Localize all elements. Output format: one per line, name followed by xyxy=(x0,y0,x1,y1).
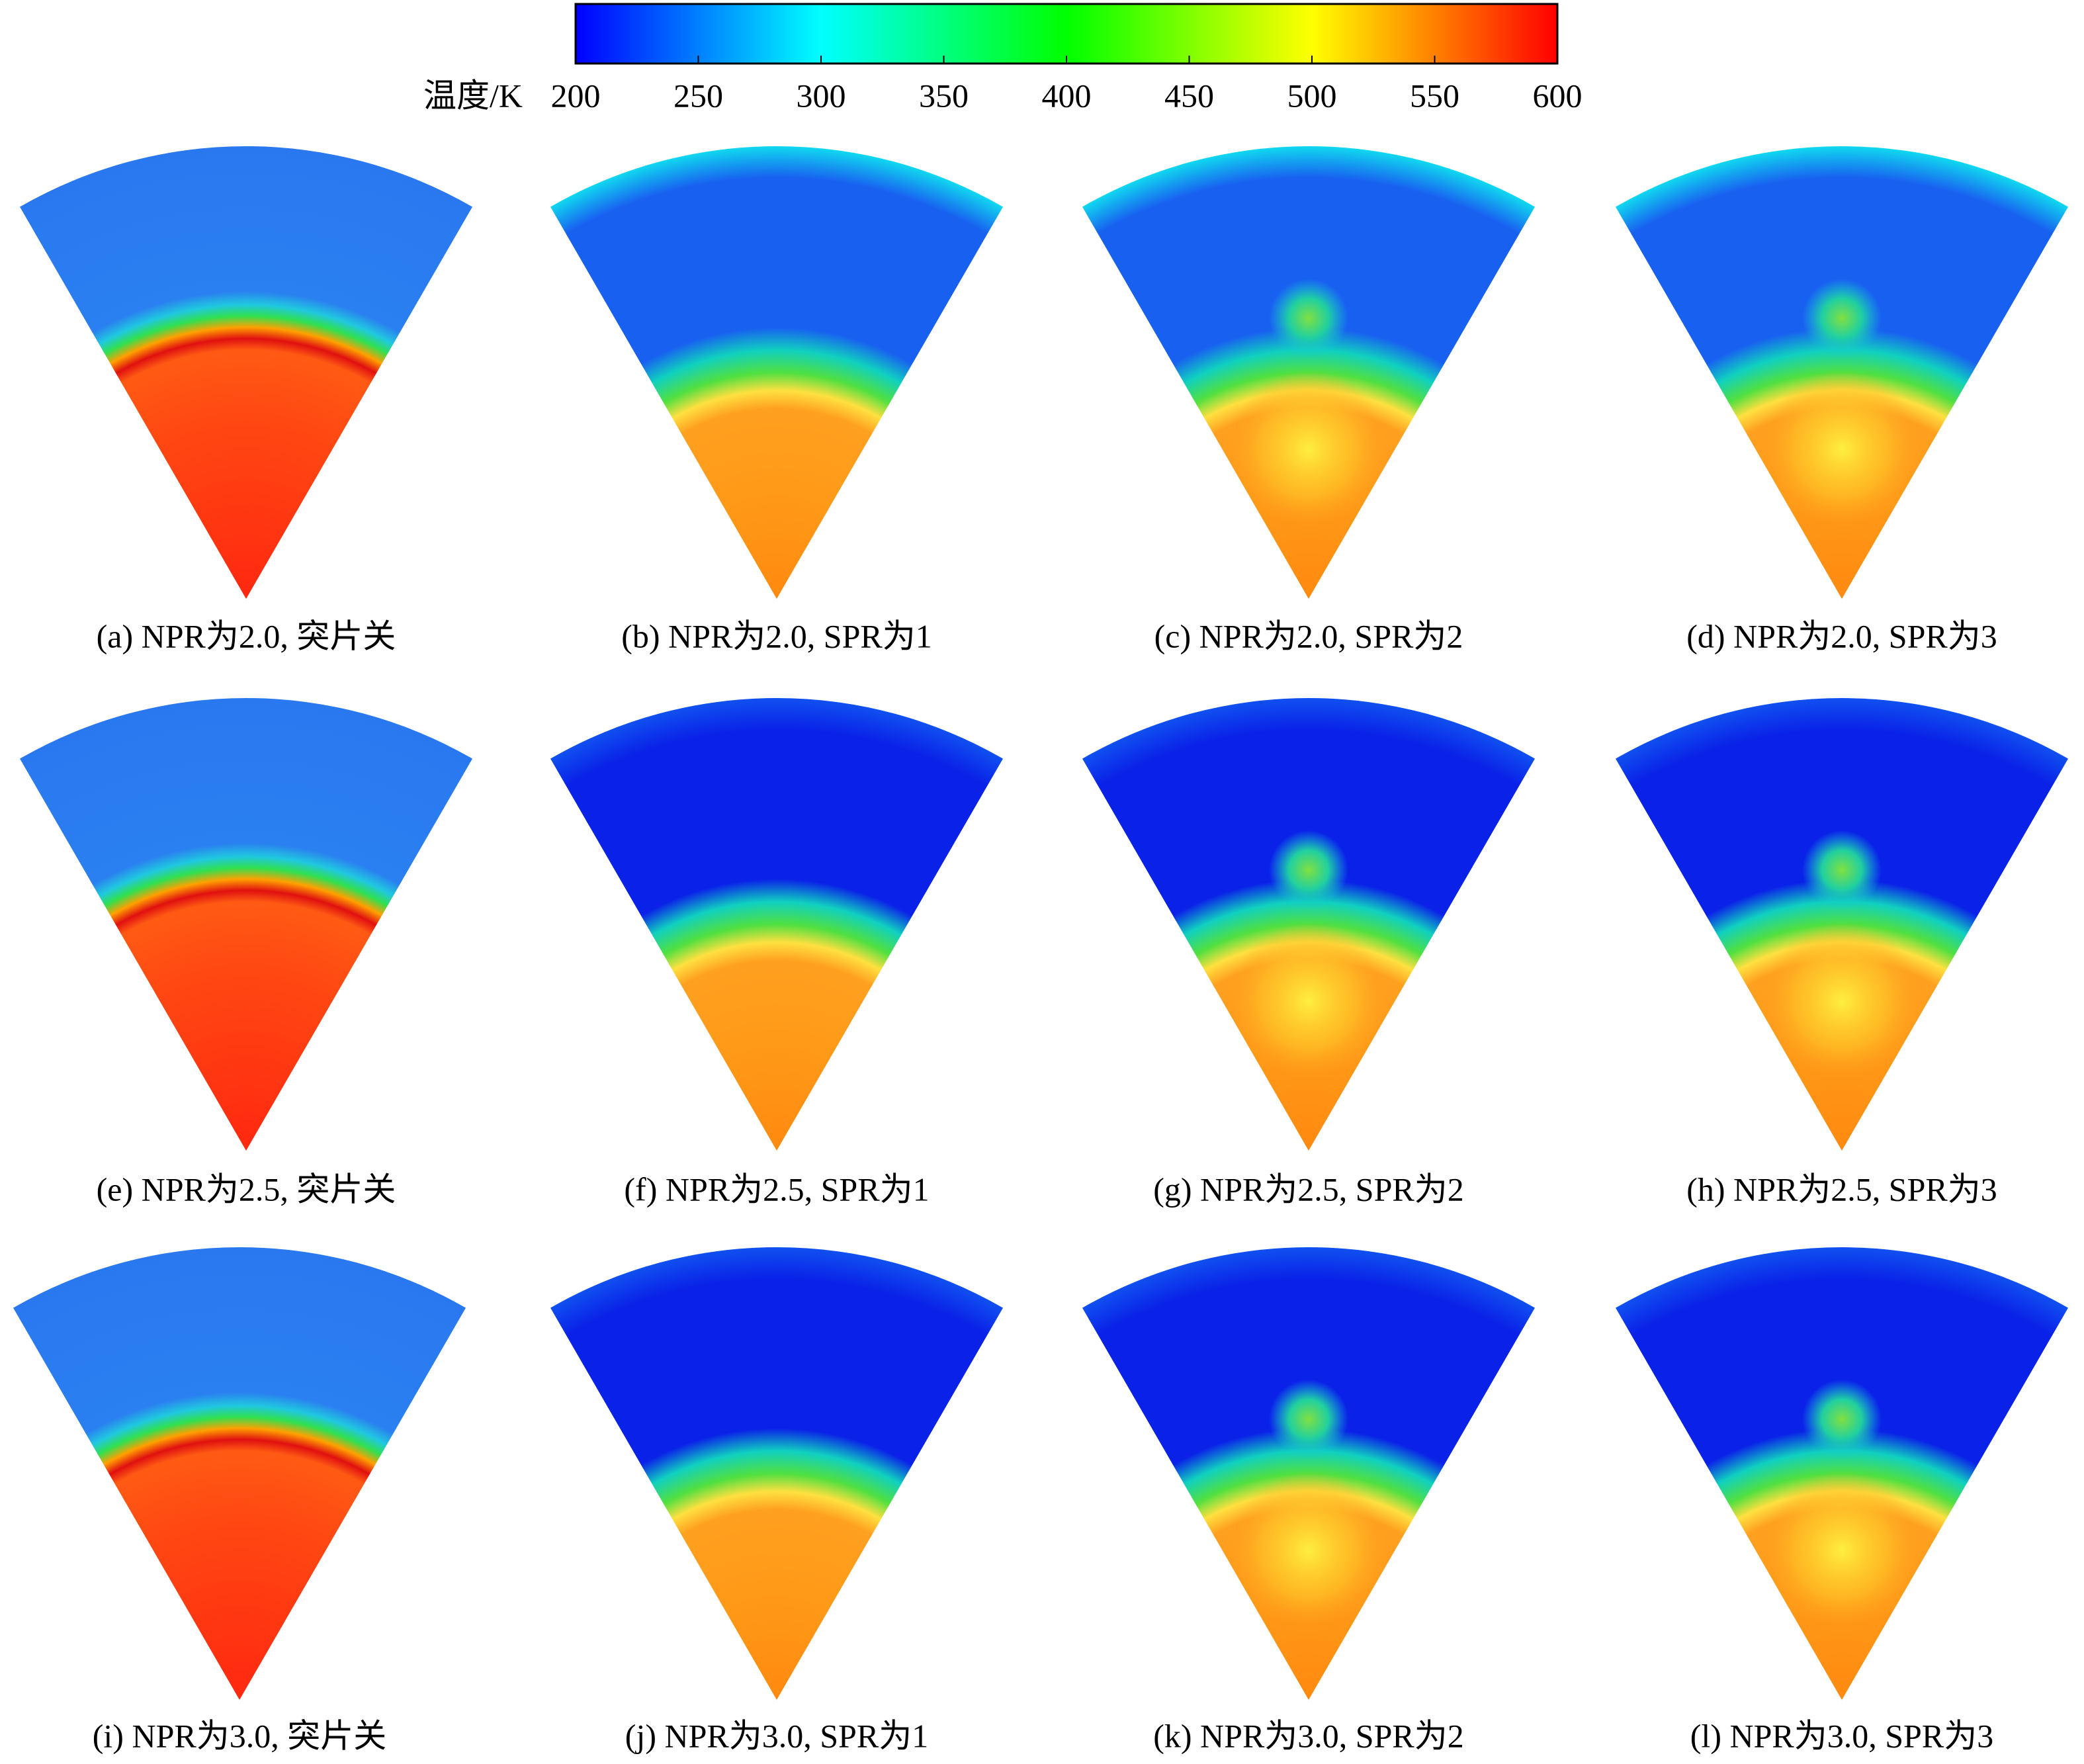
hot-core xyxy=(1229,370,1388,529)
panel-caption: (d) NPR为2.0, SPR为3 xyxy=(1686,617,1997,654)
bump xyxy=(1269,1379,1348,1459)
contour-feature xyxy=(1762,830,1921,1081)
bump xyxy=(1269,278,1348,358)
panel-caption: (k) NPR为3.0, SPR为2 xyxy=(1153,1717,1464,1754)
hot-core xyxy=(1229,922,1388,1081)
colorbar-tick-label: 600 xyxy=(1533,77,1583,114)
contour-field xyxy=(13,1247,466,1700)
hot-core xyxy=(1762,370,1921,529)
bump xyxy=(1802,278,1882,358)
bump xyxy=(1269,830,1348,910)
contour-feature xyxy=(1229,1379,1388,1630)
contour-panel xyxy=(550,146,1003,599)
contour-panel xyxy=(550,698,1003,1151)
contour-panel xyxy=(1616,697,2068,1151)
contour-panel xyxy=(1616,146,2068,599)
contour-feature xyxy=(1762,1379,1921,1630)
colorbar-tick-label: 250 xyxy=(673,77,723,114)
contour-field xyxy=(550,1247,1003,1700)
hot-core xyxy=(1229,1471,1388,1630)
panel-caption: (c) NPR为2.0, SPR为2 xyxy=(1154,617,1463,654)
hot-core xyxy=(1762,922,1921,1081)
contour-field xyxy=(20,698,472,1151)
colorbar-tick-label: 200 xyxy=(551,77,601,114)
contour-panel xyxy=(550,1247,1003,1700)
panel-caption: (g) NPR为2.5, SPR为2 xyxy=(1153,1170,1464,1208)
colorbar-tick-label: 500 xyxy=(1287,77,1337,114)
colorbar-tick-label: 450 xyxy=(1164,77,1214,114)
panel-caption: (h) NPR为2.5, SPR为3 xyxy=(1686,1170,1997,1208)
colorbar-tick-label: 300 xyxy=(797,77,846,114)
contour-panel xyxy=(20,146,472,599)
contour-panel xyxy=(1616,1247,2068,1700)
contour-panel xyxy=(1082,1247,1535,1700)
panel-caption: (f) NPR为2.5, SPR为1 xyxy=(624,1170,929,1208)
contour-field xyxy=(550,698,1003,1151)
panel-caption: (a) NPR为2.0, 突片关 xyxy=(97,617,396,654)
panel-caption: (i) NPR为3.0, 突片关 xyxy=(93,1717,386,1754)
panel-caption: (j) NPR为3.0, SPR为1 xyxy=(625,1717,928,1754)
colorbar-label: 温度/K xyxy=(423,77,523,114)
contour-feature xyxy=(1229,278,1388,529)
panel-caption: (e) NPR为2.5, 突片关 xyxy=(97,1170,396,1208)
contour-panel xyxy=(1082,146,1535,599)
panel-caption: (l) NPR为3.0, SPR为3 xyxy=(1690,1717,1993,1754)
colorbar-tick-label: 550 xyxy=(1410,77,1459,114)
contour-feature xyxy=(1762,278,1921,529)
contour-feature xyxy=(1229,830,1388,1081)
contour-panel xyxy=(13,1247,466,1700)
contour-panel xyxy=(20,698,472,1151)
bump xyxy=(1802,1379,1882,1459)
colorbar-tick-label: 350 xyxy=(919,77,969,114)
colorbar xyxy=(574,3,1559,65)
contour-panel xyxy=(1082,698,1535,1151)
contour-field xyxy=(20,146,472,599)
contour-field xyxy=(550,146,1003,599)
panel-caption: (b) NPR为2.0, SPR为1 xyxy=(621,617,932,654)
bump xyxy=(1802,830,1882,910)
colorbar-tick-label: 400 xyxy=(1042,77,1092,114)
hot-core xyxy=(1762,1471,1921,1630)
